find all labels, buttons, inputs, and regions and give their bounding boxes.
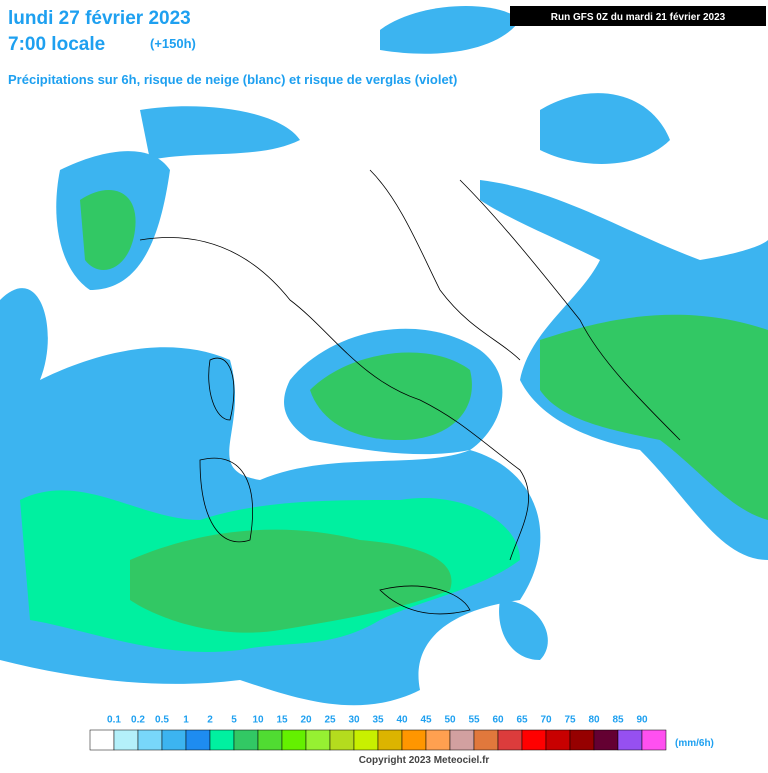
legend-swatch xyxy=(281,729,307,751)
legend-swatch xyxy=(257,729,283,751)
legend-swatch xyxy=(521,729,547,751)
coastlines xyxy=(139,169,681,615)
legend-label: 85 xyxy=(612,715,624,726)
legend-swatch xyxy=(353,729,379,751)
legend-label: 50 xyxy=(444,715,456,726)
date: lundi 27 février 2023 xyxy=(8,8,191,29)
legend-unit: (mm/6h) xyxy=(675,738,714,749)
legend-swatch xyxy=(161,729,187,751)
legend-label: 10 xyxy=(252,715,264,726)
legend-label: 0.2 xyxy=(131,715,145,726)
legend-swatch xyxy=(305,729,331,751)
legend-label: 35 xyxy=(372,715,384,726)
legend-label: 80 xyxy=(588,715,600,726)
legend-swatch xyxy=(449,729,475,751)
rain-area xyxy=(540,93,670,164)
subtitle: Précipitations sur 6h, risque de neige (… xyxy=(8,72,457,87)
legend-label: 75 xyxy=(564,715,576,726)
legend-label: 55 xyxy=(468,715,480,726)
legend-label: 20 xyxy=(300,715,312,726)
legend-label: 25 xyxy=(324,715,336,726)
copyright: Copyright 2023 Meteociel.fr xyxy=(359,755,490,766)
legend-swatch xyxy=(89,729,115,751)
legend-swatch xyxy=(569,729,595,751)
legend-label: 15 xyxy=(276,715,288,726)
legend-label: 5 xyxy=(231,715,237,726)
legend-label: 90 xyxy=(636,715,648,726)
legend-label: 1 xyxy=(183,715,189,726)
rain-area xyxy=(130,529,452,633)
time: 7:00 locale xyxy=(8,34,105,55)
precipitation-areas xyxy=(0,6,768,706)
legend-swatch xyxy=(401,729,427,751)
legend-label: 65 xyxy=(516,715,528,726)
legend-label: 70 xyxy=(540,715,552,726)
rain-area xyxy=(140,106,300,160)
rain-area xyxy=(80,190,136,270)
legend-swatch xyxy=(113,729,139,751)
rain-area xyxy=(540,314,768,520)
legend: 0.1 0.2 0.5 1 2 5 10 15 20 25 30 35 40 45 50 55 60 65 70 75… xyxy=(89,715,667,751)
legend-swatch xyxy=(497,729,523,751)
legend-swatch xyxy=(617,729,643,751)
legend-swatch xyxy=(185,729,211,751)
rain-area xyxy=(499,600,548,660)
legend-swatch xyxy=(137,729,163,751)
rain-area xyxy=(380,6,520,54)
legend-swatch xyxy=(209,729,235,751)
legend-swatch xyxy=(473,729,499,751)
legend-label: 40 xyxy=(396,715,408,726)
lead-time: (+150h) xyxy=(150,36,196,51)
legend-label: 30 xyxy=(348,715,360,726)
legend-swatch xyxy=(377,729,403,751)
legend-swatch xyxy=(593,729,619,751)
legend-label: 2 xyxy=(207,715,213,726)
legend-swatch xyxy=(329,729,355,751)
legend-label: 0.5 xyxy=(155,715,169,726)
legend-swatch xyxy=(545,729,571,751)
legend-swatch xyxy=(641,729,667,751)
run-banner xyxy=(510,6,766,26)
legend-swatch xyxy=(425,729,451,751)
legend-label: 60 xyxy=(492,715,504,726)
legend-label: 0.1 xyxy=(107,715,121,726)
rain-area xyxy=(310,352,472,440)
legend-label: 45 xyxy=(420,715,432,726)
run-label: Run GFS 0Z du mardi 21 février 2023 xyxy=(551,12,726,23)
legend-swatch xyxy=(233,729,259,751)
